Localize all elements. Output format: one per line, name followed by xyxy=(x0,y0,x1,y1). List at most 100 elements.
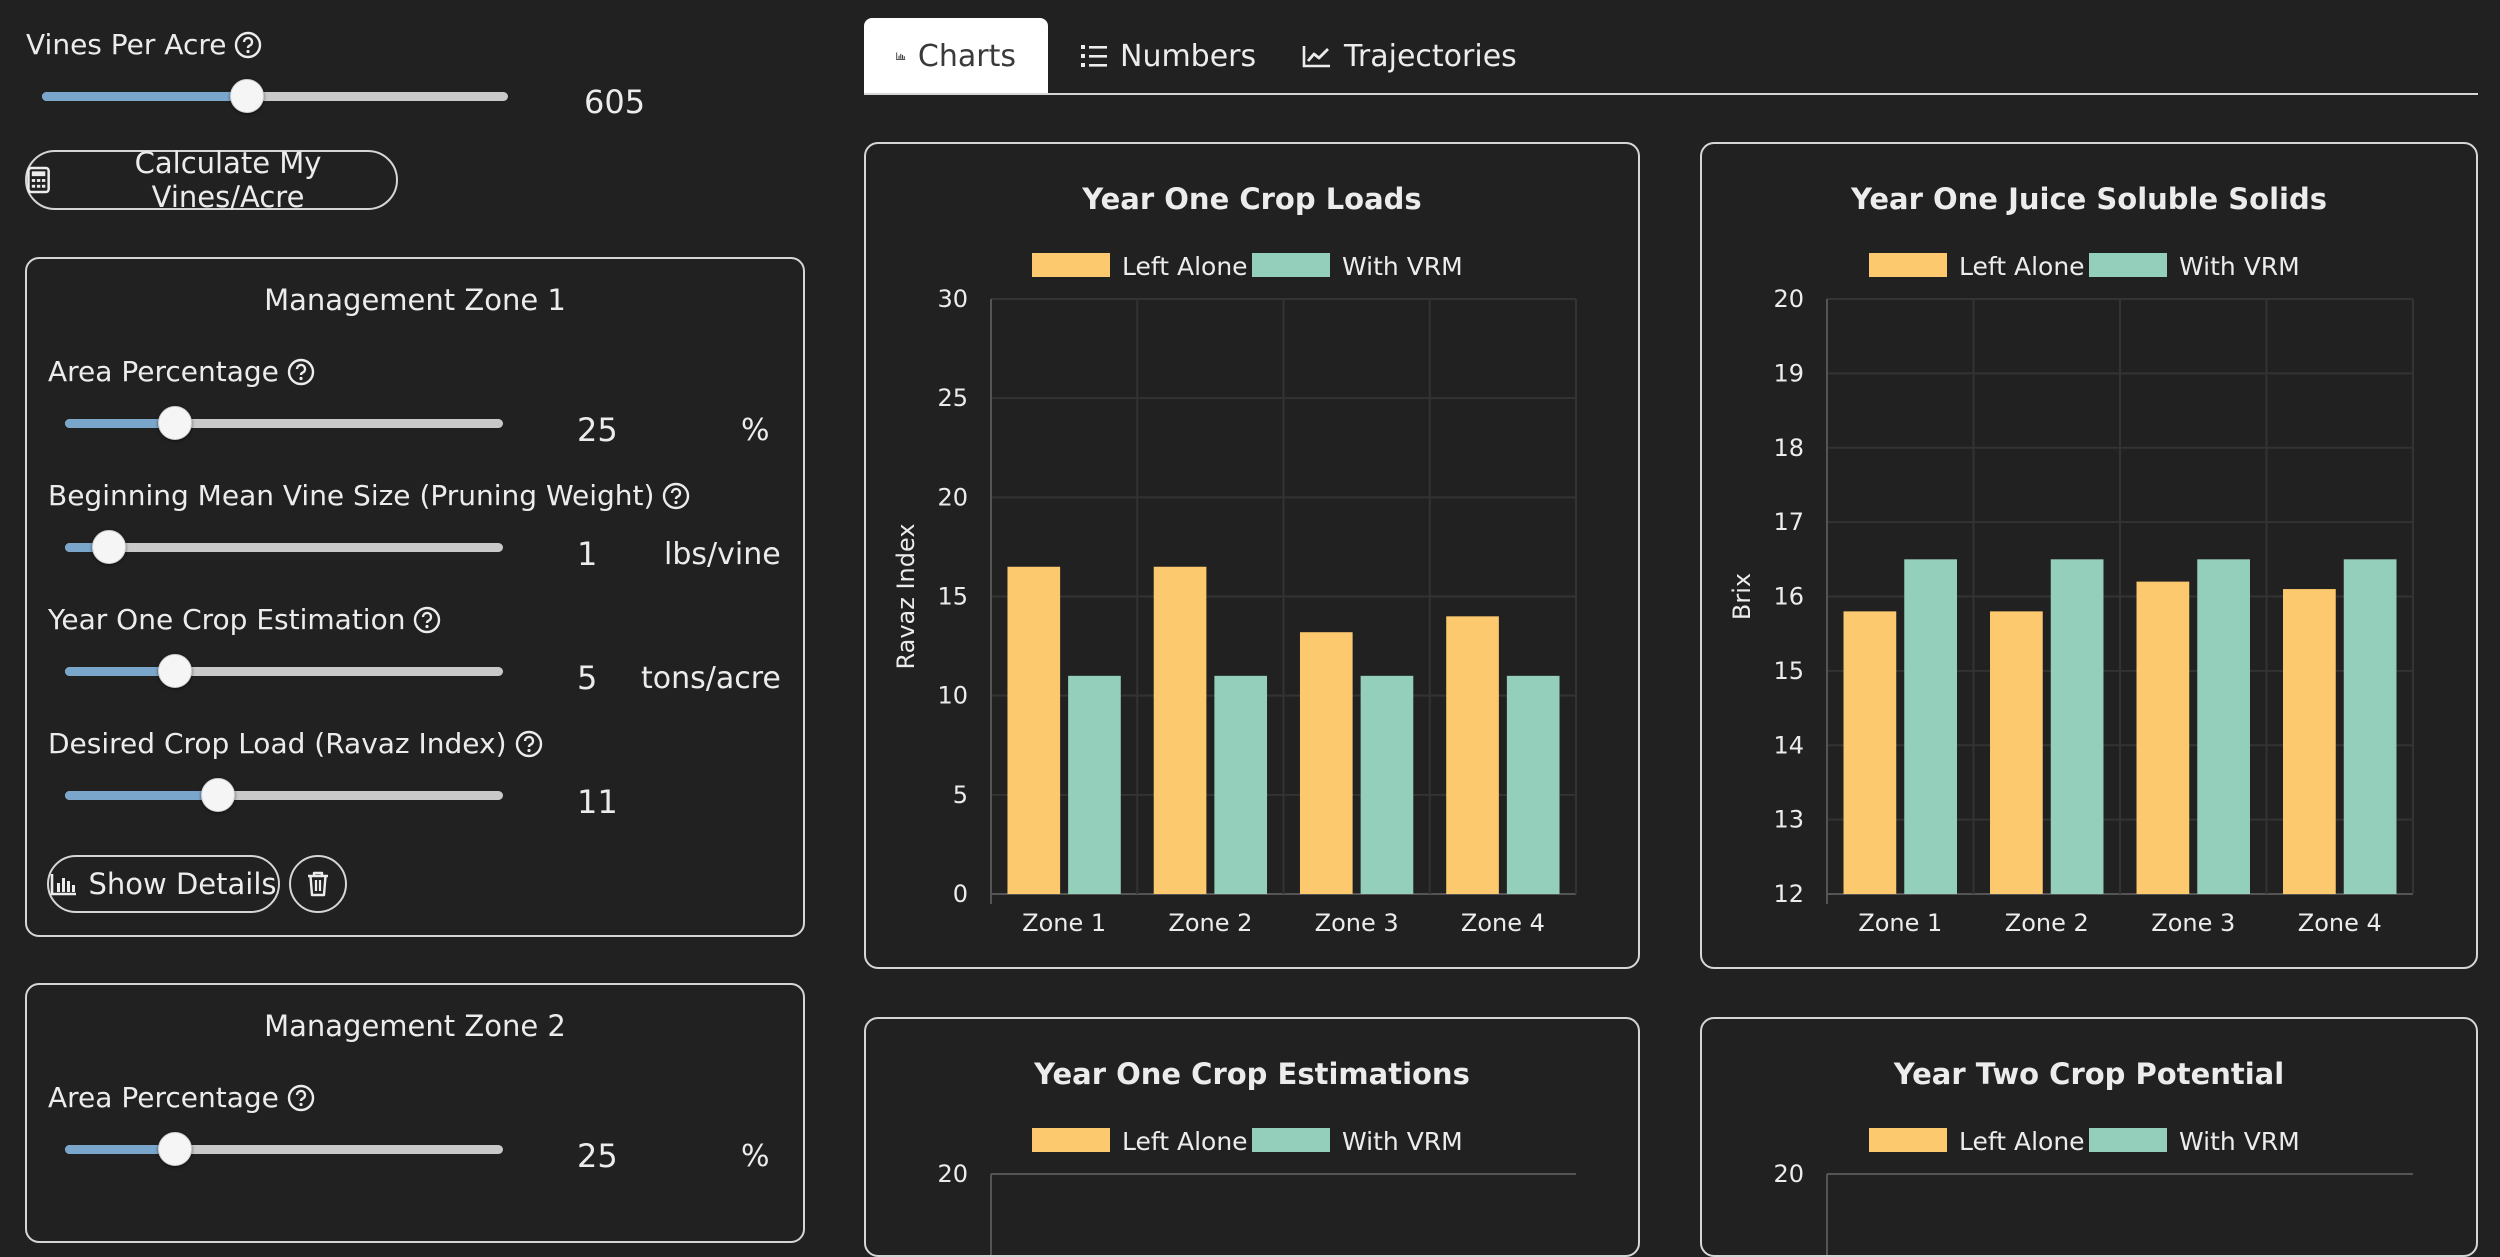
bar-left-alone[interactable] xyxy=(1153,566,1207,894)
bar-with-vrm[interactable] xyxy=(1068,675,1121,894)
bar-left-alone[interactable] xyxy=(2136,581,2190,894)
area-percentage-label-text: Area Percentage xyxy=(48,355,279,388)
crop-load-slider[interactable] xyxy=(65,775,503,815)
legend-swatch-left-alone[interactable] xyxy=(1032,1128,1110,1152)
tab-charts[interactable]: Charts xyxy=(864,18,1048,94)
bar-left-alone[interactable] xyxy=(2283,589,2336,894)
vines-per-acre-label: Vines Per Acre xyxy=(26,28,262,61)
help-icon[interactable] xyxy=(287,358,315,386)
chart-card-crop-loads: Year One Crop Loads Left Alone With VRM 0 5 1… xyxy=(864,142,1640,969)
legend-label-with-vrm[interactable]: With VRM xyxy=(2179,1127,2300,1156)
x-tick-label: Zone 4 xyxy=(1461,909,1545,937)
bar-left-alone[interactable] xyxy=(1299,632,1353,894)
slider-fill xyxy=(65,543,109,552)
help-icon[interactable] xyxy=(287,1084,315,1112)
legend-swatch-with-vrm[interactable] xyxy=(1252,1128,1330,1152)
vine-size-label: Beginning Mean Vine Size (Pruning Weight… xyxy=(48,479,690,512)
crop-estimation-slider[interactable] xyxy=(65,651,503,691)
slider-thumb[interactable] xyxy=(157,654,192,688)
help-icon[interactable] xyxy=(662,482,690,510)
area-percentage-slider[interactable] xyxy=(65,403,503,443)
legend-swatch-with-vrm[interactable] xyxy=(2089,253,2167,277)
slider-track xyxy=(65,419,503,428)
slider-fill xyxy=(65,667,175,676)
legend-swatch-with-vrm[interactable] xyxy=(2089,1128,2167,1152)
legend-label-left-alone[interactable]: Left Alone xyxy=(1122,252,1248,281)
y-axis-label: Ravaz Index xyxy=(892,523,920,669)
bar-with-vrm[interactable] xyxy=(2197,559,2250,894)
help-icon[interactable] xyxy=(234,31,262,59)
slider-track xyxy=(65,791,503,800)
x-tick-label: Zone 3 xyxy=(1315,909,1399,937)
bar-with-vrm[interactable] xyxy=(1214,675,1268,894)
area-percentage-slider[interactable] xyxy=(65,1129,503,1169)
tab-divider xyxy=(864,93,2478,95)
slider-thumb[interactable] xyxy=(91,530,126,564)
help-icon[interactable] xyxy=(413,606,441,634)
bar-with-vrm[interactable] xyxy=(1904,559,1957,894)
slider-fill xyxy=(65,1145,175,1154)
slider-thumb[interactable] xyxy=(157,406,192,440)
legend-label-left-alone[interactable]: Left Alone xyxy=(1122,1127,1248,1156)
bar-left-alone[interactable] xyxy=(1007,566,1061,894)
area-percentage-label: Area Percentage xyxy=(48,1081,315,1114)
delete-zone-button[interactable] xyxy=(289,855,347,913)
legend-swatch-left-alone[interactable] xyxy=(1869,253,1947,277)
x-tick-label: Zone 1 xyxy=(1858,909,1942,937)
legend-swatch-with-vrm[interactable] xyxy=(1252,253,1330,277)
bar-with-vrm[interactable] xyxy=(1360,675,1414,894)
calculator-icon xyxy=(27,166,50,194)
tab-trajectories[interactable]: Trajectories xyxy=(1270,18,1549,94)
slider-track xyxy=(65,667,503,676)
bar-left-alone[interactable] xyxy=(1446,616,1499,894)
area-percentage-unit: % xyxy=(741,413,770,448)
crop-estimation-label: Year One Crop Estimation xyxy=(48,603,441,636)
show-details-button[interactable]: Show Details xyxy=(47,855,280,913)
y-tick-label: 15 xyxy=(937,583,968,611)
bar-with-vrm[interactable] xyxy=(2050,559,2104,894)
area-percentage-value: 25 xyxy=(577,411,618,449)
y-tick-label: 20 xyxy=(1773,285,1804,313)
y-tick-label: 14 xyxy=(1773,731,1804,759)
zone-title: Management Zone 1 xyxy=(264,283,566,317)
legend-label-left-alone[interactable]: Left Alone xyxy=(1959,252,2085,281)
crop-load-label-text: Desired Crop Load (Ravaz Index) xyxy=(48,727,507,760)
chart-title: Year One Crop Estimations xyxy=(1033,1057,1470,1091)
y-tick-label: 10 xyxy=(937,682,968,710)
vines-per-acre-label-text: Vines Per Acre xyxy=(26,28,227,61)
y-tick-label: 15 xyxy=(1773,657,1804,685)
chart-svg: Year One Crop Loads Left Alone With VRM 0 5 1… xyxy=(892,182,1577,937)
tab-numbers[interactable]: Numbers xyxy=(1048,18,1288,94)
y-tick-label: 30 xyxy=(937,285,968,313)
management-zone-1-card: Management Zone 1 Area Percentage 25 % B… xyxy=(25,257,805,937)
crop-estimation-value: 5 xyxy=(577,659,598,697)
vine-size-slider[interactable] xyxy=(65,527,503,567)
slider-thumb[interactable] xyxy=(201,778,236,812)
help-icon[interactable] xyxy=(515,730,543,758)
slider-fill xyxy=(65,419,175,428)
tab-trajectories-label: Trajectories xyxy=(1344,38,1517,74)
slider-thumb[interactable] xyxy=(157,1132,192,1166)
legend-label-with-vrm[interactable]: With VRM xyxy=(1342,1127,1463,1156)
calculate-vines-button[interactable]: Calculate My Vines/Acre xyxy=(25,146,398,214)
legend-swatch-left-alone[interactable] xyxy=(1032,253,1110,277)
list-icon xyxy=(1081,45,1107,67)
legend-label-with-vrm[interactable]: With VRM xyxy=(2179,252,2300,281)
calculate-vines-label: Calculate My Vines/Acre xyxy=(134,146,322,214)
tab-charts-label: Charts xyxy=(917,38,1016,74)
chart-card-crop-potential: Year Two Crop Potential Left Alone With VR… xyxy=(1700,1017,2478,1257)
bar-left-alone[interactable] xyxy=(1990,611,2043,894)
bar-left-alone[interactable] xyxy=(1843,611,1897,894)
vines-per-acre-slider[interactable] xyxy=(42,76,508,116)
y-tick-label: 20 xyxy=(1773,1160,1804,1188)
y-tick-label: 18 xyxy=(1773,434,1804,462)
line-chart-icon xyxy=(1302,46,1330,68)
bar-with-vrm[interactable] xyxy=(2343,559,2397,894)
legend-swatch-left-alone[interactable] xyxy=(1869,1128,1947,1152)
slider-thumb[interactable] xyxy=(230,79,265,113)
area-percentage-unit: % xyxy=(741,1139,770,1174)
legend-label-left-alone[interactable]: Left Alone xyxy=(1959,1127,2085,1156)
y-tick-label: 16 xyxy=(1773,583,1804,611)
bar-with-vrm[interactable] xyxy=(1506,675,1560,894)
legend-label-with-vrm[interactable]: With VRM xyxy=(1342,252,1463,281)
